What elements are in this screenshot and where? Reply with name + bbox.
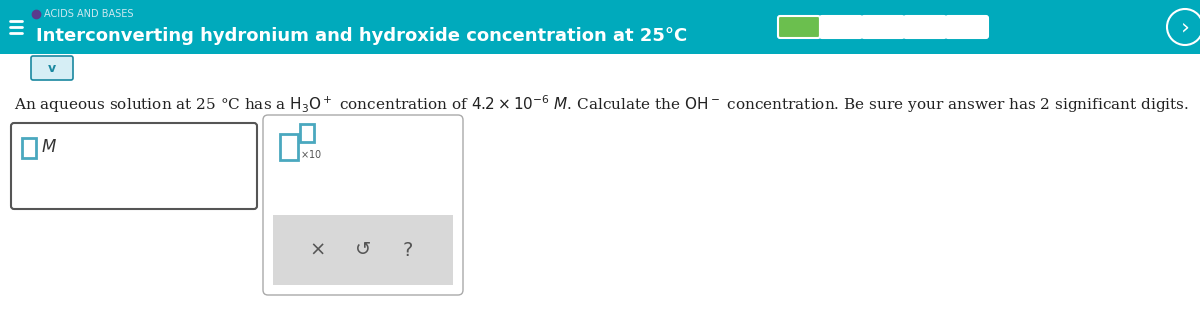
Text: v: v xyxy=(48,61,56,74)
Bar xyxy=(300,124,314,142)
Circle shape xyxy=(1166,9,1200,45)
Text: ×: × xyxy=(310,240,326,260)
Bar xyxy=(274,215,454,285)
FancyBboxPatch shape xyxy=(11,123,257,209)
Text: $M$: $M$ xyxy=(41,139,56,156)
FancyBboxPatch shape xyxy=(946,16,988,38)
Text: ›: › xyxy=(1181,17,1189,37)
FancyBboxPatch shape xyxy=(778,16,820,38)
Text: An aqueous solution at 25 °C has a $\mathrm{H_3O^+}$ concentration of $4.2\times: An aqueous solution at 25 °C has a $\mat… xyxy=(14,93,1189,115)
FancyBboxPatch shape xyxy=(904,16,946,38)
Text: $\times 10$: $\times 10$ xyxy=(300,147,322,159)
Bar xyxy=(22,138,36,158)
Bar xyxy=(280,134,298,160)
FancyBboxPatch shape xyxy=(263,115,463,295)
Text: ACIDS AND BASES: ACIDS AND BASES xyxy=(44,9,133,19)
Text: Interconverting hydronium and hydroxide concentration at 25°C: Interconverting hydronium and hydroxide … xyxy=(36,27,688,45)
FancyBboxPatch shape xyxy=(862,16,904,38)
Text: ↺: ↺ xyxy=(355,240,371,260)
Bar xyxy=(0,0,1200,54)
FancyBboxPatch shape xyxy=(31,56,73,80)
Text: ?: ? xyxy=(403,240,413,260)
FancyBboxPatch shape xyxy=(820,16,862,38)
